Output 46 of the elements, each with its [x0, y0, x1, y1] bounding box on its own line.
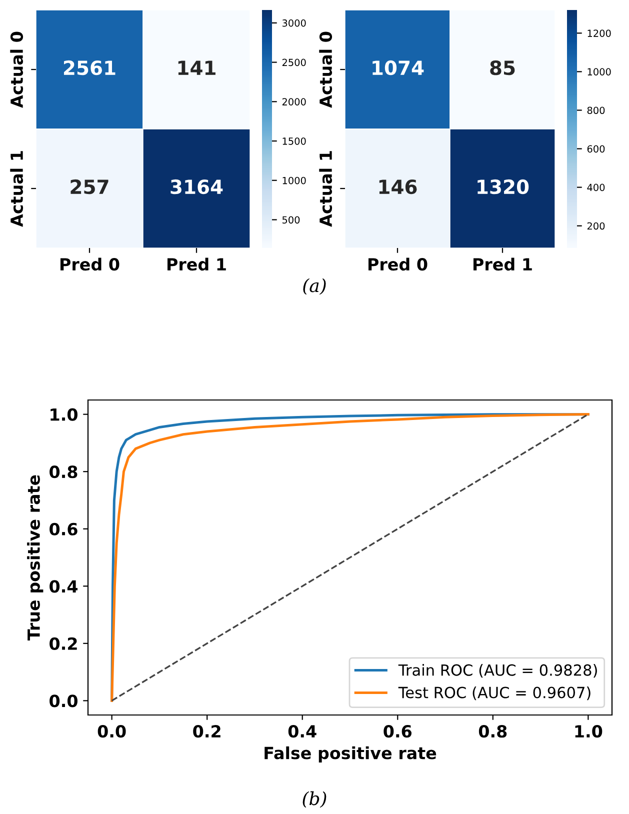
data-label: 257	[70, 179, 108, 194]
y-tick-label: Actual 0	[10, 32, 24, 108]
x-tick-label: 0.2	[193, 725, 220, 738]
color-bar-label: 2000	[282, 98, 306, 106]
color-bar-label: 500	[282, 216, 300, 224]
x-tick-label: 0.4	[288, 725, 316, 738]
legend-label: Train ROC (AUC = 0.9828)	[398, 664, 597, 678]
y-tick-label: Actual 1	[319, 151, 332, 227]
color-bar-label: 800	[587, 106, 605, 114]
y-tick-label: 0.0	[50, 694, 78, 708]
x-axis-title: False positive rate	[264, 746, 436, 763]
data-label: 2561	[64, 60, 116, 76]
data-label: 1074	[372, 60, 424, 76]
color-bar-label: 1000	[282, 176, 306, 184]
y-tick-label: 0.8	[50, 466, 78, 478]
y-tick-label: Actual 1	[10, 151, 24, 227]
color-bar-label: 1000	[588, 68, 611, 76]
text: (a)	[303, 278, 326, 295]
data-label: 141	[178, 60, 216, 75]
color-bar-label: 200	[587, 222, 605, 230]
y-tick-label: 1.0	[50, 408, 78, 421]
x-tick-label: 0.8	[478, 725, 507, 738]
y-tick-label: 0.4	[50, 580, 78, 593]
data-label: 3164	[170, 179, 223, 194]
y-tick-label: 0.2	[50, 637, 77, 650]
x-tick-label: Pred 1	[473, 258, 532, 271]
x-tick-label: 1.0	[575, 725, 602, 738]
text: (b)	[302, 791, 326, 808]
color-bar-label: 1200	[588, 30, 611, 37]
data-label: 85	[490, 60, 515, 76]
color-bar-label: 400	[587, 184, 605, 192]
x-tick-label: Pred 0	[368, 258, 428, 271]
x-tick-label: 0.6	[384, 725, 412, 738]
color-bar-label: 1500	[282, 137, 306, 145]
x-tick-label: 0.0	[98, 725, 126, 738]
data-label: 1320	[478, 179, 529, 194]
data-label: 146	[379, 179, 417, 194]
color-bar-label: 2500	[282, 58, 306, 66]
color-bar-label: 3000	[282, 19, 306, 27]
y-tick-label: 0.6	[50, 522, 78, 536]
legend-label: Test ROC (AUC = 0.9607)	[398, 686, 590, 700]
y-tick-label: Actual 0	[319, 32, 332, 108]
color-bar-label: 600	[587, 145, 605, 153]
x-tick-label: Pred 0	[60, 258, 120, 271]
x-tick-label: Pred 1	[167, 258, 226, 271]
y-axis-title: True positive rate	[27, 475, 44, 640]
